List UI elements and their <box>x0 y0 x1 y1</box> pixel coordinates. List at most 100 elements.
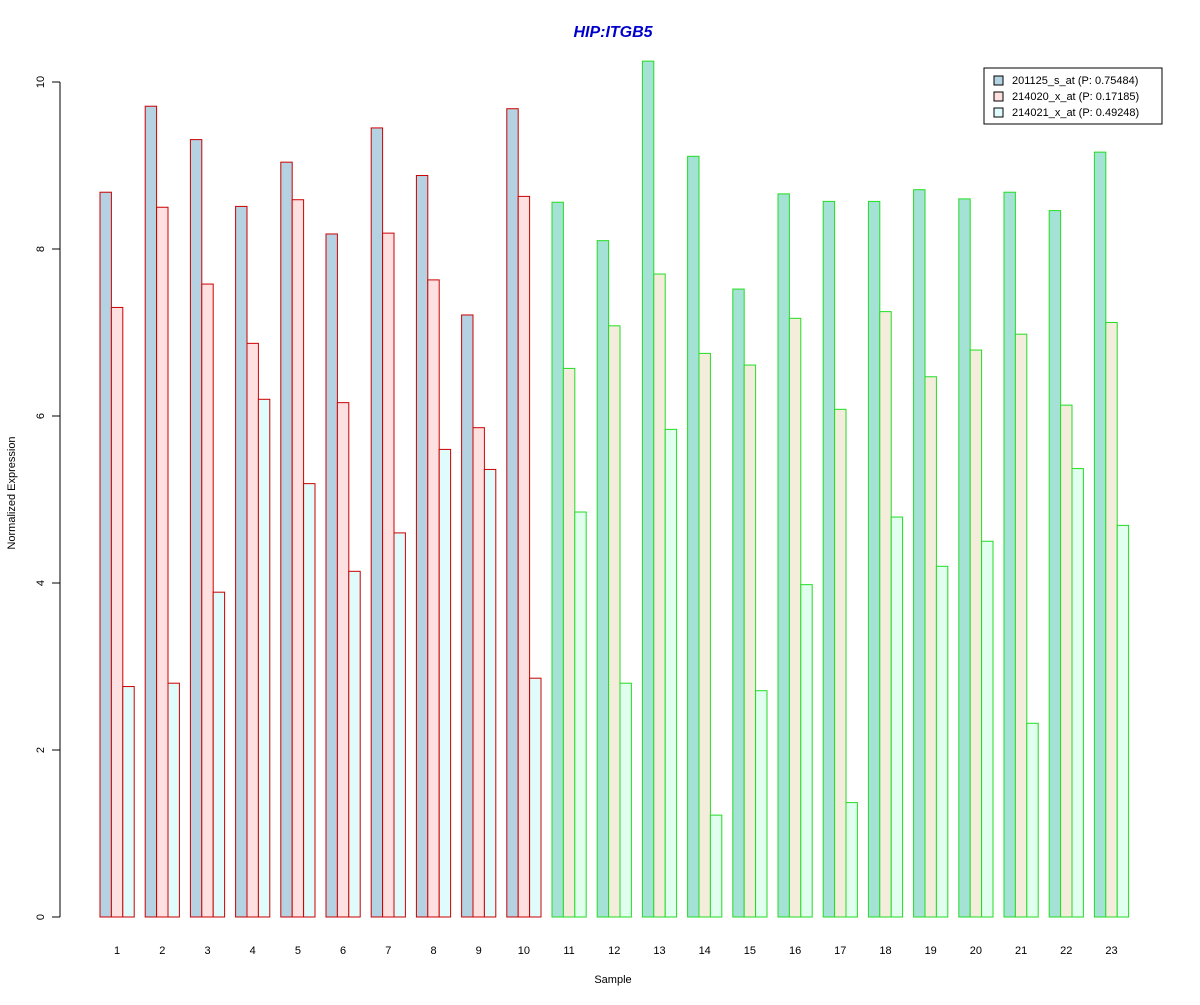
legend-label-3: 214021_x_at (P: 0.49248) <box>1012 107 1139 119</box>
y-tick-label: 2 <box>35 747 47 753</box>
bar-sample-6-series-1 <box>325 233 338 918</box>
y-axis: 0 2 4 6 8 10 <box>35 76 61 920</box>
bar-sample-2-series-2 <box>156 206 169 918</box>
bar-sample-1-series-1 <box>99 191 112 918</box>
bar-sample-21-series-3 <box>1026 722 1039 918</box>
legend-swatch-2 <box>993 91 1004 102</box>
legend-label-2: 214020_x_at (P: 0.17185) <box>1012 91 1139 103</box>
bar-sample-8-series-1 <box>415 175 429 918</box>
x-tick-label: 23 <box>1105 945 1117 957</box>
legend-label-1: 201125_s_at (P: 0.75484) <box>1012 75 1138 87</box>
bar-sample-17-series-2 <box>834 408 847 918</box>
legend: 201125_s_at (P: 0.75484) 214020_x_at (P: … <box>983 67 1163 125</box>
x-tick-label: 21 <box>1015 945 1027 957</box>
bar-sample-6-series-2 <box>336 402 350 918</box>
bar-sample-22-series-1 <box>1048 210 1062 918</box>
y-tick-label: 6 <box>35 413 47 419</box>
bar-sample-4-series-3 <box>257 398 271 918</box>
x-tick-label: 6 <box>340 945 346 957</box>
bar-sample-12-series-1 <box>596 240 610 918</box>
x-tick-label: 15 <box>744 945 756 957</box>
x-tick-label: 16 <box>789 945 801 957</box>
x-tick-label: 13 <box>653 945 665 957</box>
bar-sample-9-series-3 <box>483 468 497 918</box>
bar-sample-7-series-3 <box>393 532 406 918</box>
bar-sample-16-series-1 <box>777 193 790 918</box>
bar-sample-13-series-2 <box>653 273 666 918</box>
x-tick-label: 14 <box>699 945 711 957</box>
bar-sample-16-series-3 <box>800 584 813 918</box>
bar-sample-3-series-1 <box>189 139 203 918</box>
bar-sample-14-series-2 <box>698 352 711 918</box>
bar-sample-15-series-1 <box>732 288 745 918</box>
bar-sample-19-series-2 <box>924 376 937 918</box>
bar-sample-19-series-1 <box>913 189 926 918</box>
bar-sample-11-series-1 <box>551 201 564 918</box>
bar-sample-15-series-3 <box>755 690 768 918</box>
bar-sample-11-series-2 <box>562 367 576 918</box>
bar-sample-18-series-3 <box>890 516 904 918</box>
bar-sample-1-series-2 <box>110 306 124 918</box>
x-tick-label: 17 <box>834 945 846 957</box>
bar-sample-12-series-2 <box>608 325 621 918</box>
bar-sample-13-series-3 <box>664 428 678 918</box>
bar-sample-2-series-3 <box>167 682 180 918</box>
bars-layer <box>99 60 1130 918</box>
y-tick-label: 8 <box>35 246 47 252</box>
bar-sample-5-series-1 <box>280 161 293 918</box>
bar-sample-20-series-1 <box>958 198 971 918</box>
y-axis-label: Normalized Expression <box>6 436 18 549</box>
bar-sample-2-series-1 <box>144 105 158 918</box>
bar-sample-23-series-2 <box>1105 321 1118 918</box>
bar-sample-3-series-2 <box>201 283 214 918</box>
bar-sample-23-series-1 <box>1093 151 1107 918</box>
bar-sample-22-series-3 <box>1071 468 1084 918</box>
legend-swatch-3 <box>993 107 1004 118</box>
bar-sample-12-series-3 <box>619 682 632 918</box>
bar-sample-14-series-3 <box>709 814 723 918</box>
bar-sample-23-series-3 <box>1116 524 1130 918</box>
bar-sample-10-series-2 <box>517 195 531 918</box>
bar-sample-7-series-1 <box>370 127 384 918</box>
bar-sample-17-series-1 <box>822 200 836 918</box>
x-tick-label: 20 <box>970 945 982 957</box>
bar-sample-10-series-3 <box>529 677 542 918</box>
bar-sample-8-series-3 <box>438 448 452 918</box>
x-axis-label: Sample <box>594 974 631 986</box>
bar-sample-21-series-1 <box>1003 191 1016 918</box>
chart-title: HIP:ITGB5 <box>573 24 653 41</box>
bar-sample-11-series-3 <box>574 511 587 918</box>
x-tick-label: 19 <box>925 945 937 957</box>
x-tick-label: 1 <box>114 945 120 957</box>
x-tick-label: 11 <box>563 945 574 957</box>
x-tick-label: 3 <box>204 945 210 957</box>
legend-box <box>983 67 1163 125</box>
bar-sample-19-series-3 <box>935 565 949 918</box>
bar-sample-14-series-1 <box>687 155 700 918</box>
x-tick-label: 9 <box>476 945 482 957</box>
x-tick-label: 5 <box>295 945 301 957</box>
x-tick-label: 8 <box>430 945 436 957</box>
bar-sample-4-series-2 <box>246 342 259 918</box>
bar-sample-18-series-2 <box>879 311 892 918</box>
x-tick-label: 10 <box>518 945 530 957</box>
bar-sample-9-series-2 <box>472 427 485 918</box>
y-tick-label: 10 <box>35 76 47 88</box>
y-tick-label: 0 <box>35 914 47 920</box>
bar-sample-5-series-2 <box>291 199 305 918</box>
bar-sample-3-series-3 <box>212 591 226 918</box>
x-tick-label: 22 <box>1060 945 1072 957</box>
bar-sample-22-series-2 <box>1060 404 1073 918</box>
bar-sample-6-series-3 <box>348 570 361 918</box>
bar-sample-7-series-2 <box>382 232 395 918</box>
bar-sample-10-series-1 <box>506 108 519 918</box>
bar-sample-17-series-3 <box>845 802 858 918</box>
bar-sample-4-series-1 <box>235 205 248 918</box>
bar-sample-15-series-2 <box>743 364 757 918</box>
bar-sample-18-series-1 <box>867 200 881 918</box>
x-tick-label: 12 <box>608 945 620 957</box>
bar-sample-1-series-3 <box>122 686 135 918</box>
x-tick-labels: 1 2 3 4 5 6 7 8 9 10 11 12 13 14 15 16 17 18 19 20 21 22 23 <box>114 945 1118 957</box>
